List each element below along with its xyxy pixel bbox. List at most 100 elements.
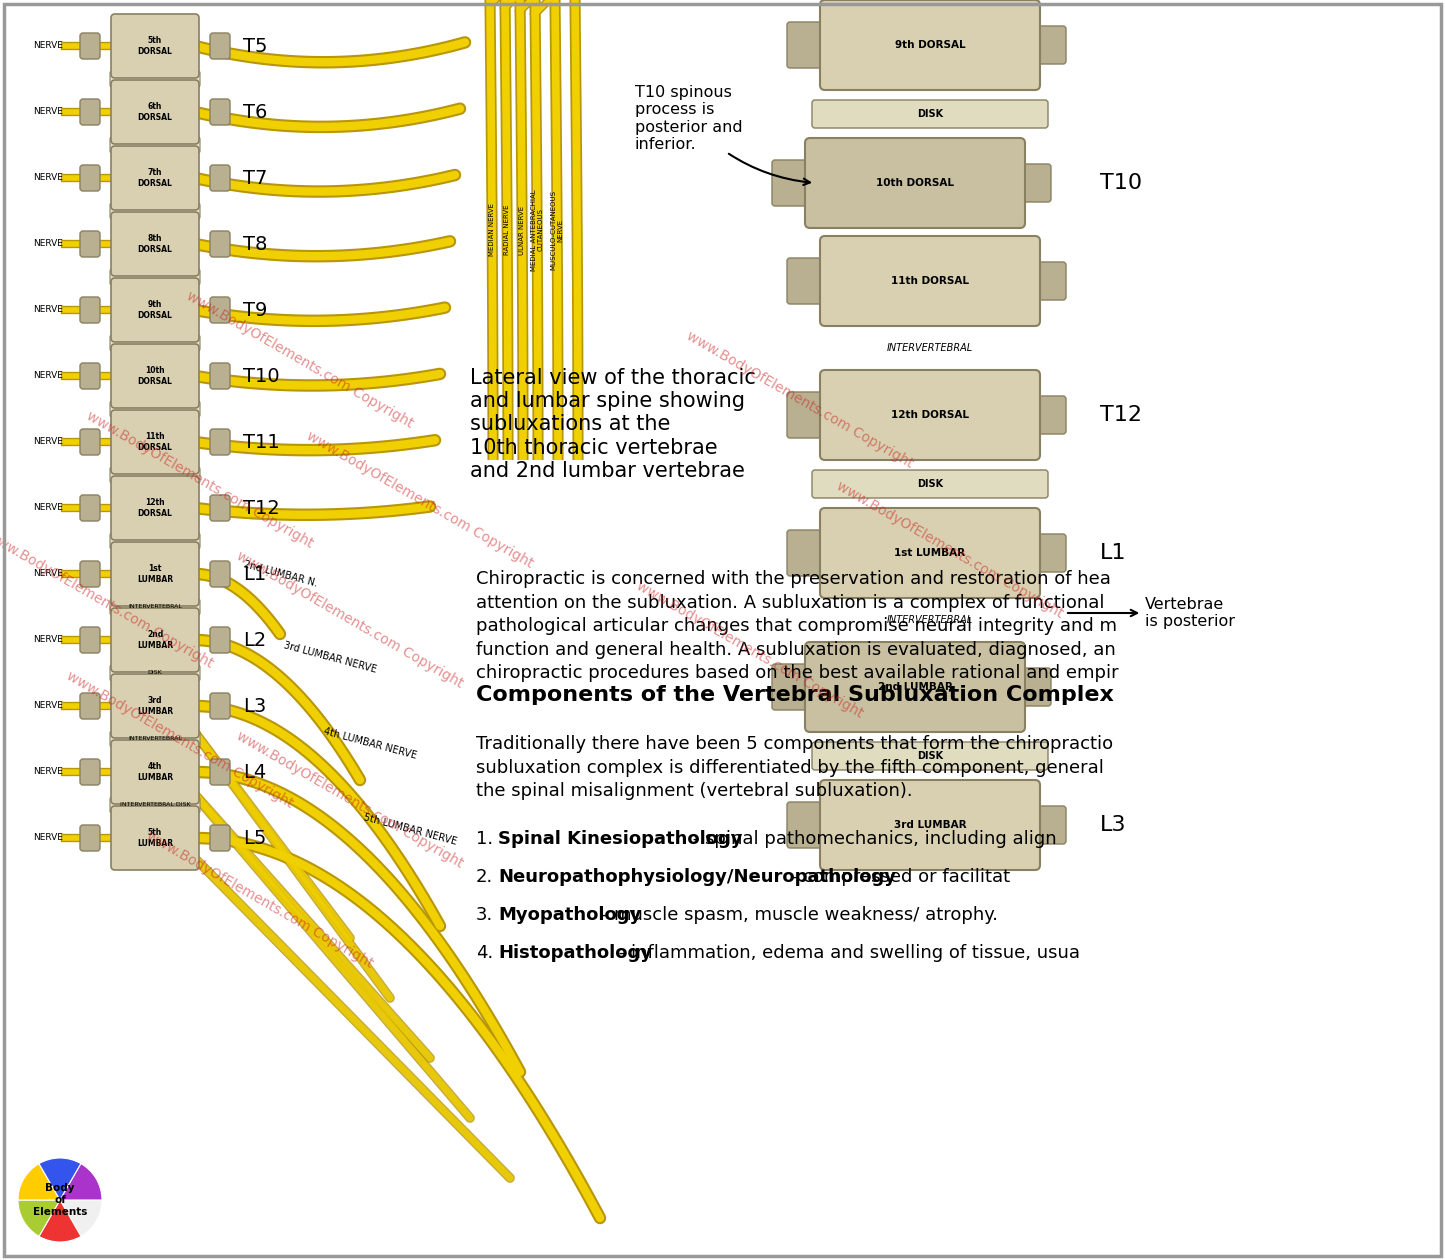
Text: NERVE: NERVE [33, 107, 64, 116]
FancyBboxPatch shape [1035, 534, 1066, 572]
Text: NERVE: NERVE [33, 305, 64, 315]
Text: www.BodyOfElements.com Copyright: www.BodyOfElements.com Copyright [64, 669, 296, 811]
Text: NERVE: NERVE [33, 767, 64, 776]
Text: NERVE: NERVE [33, 42, 64, 50]
Text: 10th DORSAL: 10th DORSAL [876, 178, 954, 188]
FancyBboxPatch shape [79, 693, 100, 719]
FancyBboxPatch shape [111, 14, 199, 78]
FancyBboxPatch shape [79, 759, 100, 785]
FancyBboxPatch shape [805, 139, 1025, 228]
FancyBboxPatch shape [111, 542, 199, 606]
Text: INTERVERTEBRAL: INTERVERTEBRAL [129, 605, 182, 610]
Text: Vertebrae
is posterior: Vertebrae is posterior [1068, 597, 1235, 629]
FancyBboxPatch shape [819, 236, 1040, 326]
Text: T9: T9 [243, 300, 267, 320]
Text: www.BodyOfElements.com Copyright: www.BodyOfElements.com Copyright [184, 289, 416, 431]
FancyBboxPatch shape [788, 530, 824, 576]
FancyBboxPatch shape [788, 803, 824, 848]
Text: L5: L5 [243, 829, 266, 848]
Text: T10 spinous
process is
posterior and
inferior.: T10 spinous process is posterior and inf… [634, 84, 809, 185]
FancyBboxPatch shape [79, 428, 100, 455]
Text: DISK: DISK [918, 110, 944, 118]
FancyBboxPatch shape [110, 268, 199, 285]
FancyBboxPatch shape [79, 33, 100, 59]
Text: www.BodyOfElements.com Copyright: www.BodyOfElements.com Copyright [634, 580, 866, 721]
Text: NERVE: NERVE [33, 504, 64, 513]
Text: Chiropractic is concerned with the preservation and restoration of hea
attention: Chiropractic is concerned with the prese… [475, 570, 1118, 683]
FancyBboxPatch shape [812, 100, 1048, 129]
Text: 5th
LUMBAR: 5th LUMBAR [137, 828, 173, 848]
FancyBboxPatch shape [110, 731, 199, 747]
Text: L1: L1 [243, 564, 266, 583]
Text: 3rd LUMBAR: 3rd LUMBAR [893, 820, 967, 830]
FancyBboxPatch shape [79, 100, 100, 125]
FancyBboxPatch shape [79, 231, 100, 257]
Wedge shape [39, 1158, 81, 1200]
Text: T8: T8 [243, 234, 267, 253]
Text: 5th
DORSAL: 5th DORSAL [137, 37, 172, 55]
Text: 1.: 1. [475, 830, 493, 848]
FancyBboxPatch shape [111, 410, 199, 474]
Text: 2nd
LUMBAR: 2nd LUMBAR [137, 630, 173, 650]
Text: www.BodyOfElements.com Copyright: www.BodyOfElements.com Copyright [683, 329, 916, 471]
Text: 6th
DORSAL: 6th DORSAL [137, 102, 172, 122]
FancyBboxPatch shape [79, 165, 100, 192]
Text: 7th
DORSAL: 7th DORSAL [137, 169, 172, 188]
FancyBboxPatch shape [111, 609, 199, 672]
Text: L2: L2 [243, 630, 266, 649]
Text: NERVE: NERVE [33, 834, 64, 843]
Text: www.BodyOfElements.com Copyright: www.BodyOfElements.com Copyright [834, 479, 1066, 621]
Text: www.BodyOfElements.com Copyright: www.BodyOfElements.com Copyright [0, 529, 215, 670]
FancyBboxPatch shape [111, 278, 199, 341]
Text: Body
of
Elements: Body of Elements [33, 1183, 87, 1217]
FancyBboxPatch shape [110, 598, 199, 615]
FancyBboxPatch shape [111, 476, 199, 541]
Text: 2nd LUMBAR N.: 2nd LUMBAR N. [243, 559, 318, 588]
Text: L4: L4 [243, 762, 266, 781]
Text: Myopathology: Myopathology [499, 906, 642, 924]
Text: www.BodyOfElements.com Copyright: www.BodyOfElements.com Copyright [234, 549, 465, 690]
FancyBboxPatch shape [110, 401, 199, 417]
Text: Lateral view of the thoracic
and lumbar spine showing
subluxations at the
10th t: Lateral view of the thoracic and lumbar … [470, 368, 756, 481]
FancyBboxPatch shape [210, 363, 230, 389]
FancyBboxPatch shape [210, 561, 230, 587]
Text: T7: T7 [243, 169, 267, 188]
FancyBboxPatch shape [111, 806, 199, 869]
Text: NERVE: NERVE [33, 570, 64, 578]
Text: T10: T10 [243, 367, 280, 386]
Text: DISK: DISK [918, 479, 944, 489]
FancyBboxPatch shape [79, 363, 100, 389]
FancyBboxPatch shape [111, 212, 199, 276]
Text: T6: T6 [243, 102, 267, 121]
Text: www.BodyOfElements.com Copyright: www.BodyOfElements.com Copyright [144, 829, 376, 971]
FancyBboxPatch shape [819, 780, 1040, 869]
FancyBboxPatch shape [772, 664, 808, 709]
FancyBboxPatch shape [110, 665, 199, 680]
Text: INTERVERTEBRAL DISK: INTERVERTEBRAL DISK [120, 803, 191, 808]
FancyBboxPatch shape [210, 33, 230, 59]
FancyBboxPatch shape [812, 470, 1048, 498]
Text: T12: T12 [243, 499, 280, 518]
FancyBboxPatch shape [210, 100, 230, 125]
Text: 4.: 4. [475, 944, 493, 961]
FancyBboxPatch shape [79, 495, 100, 520]
FancyBboxPatch shape [210, 165, 230, 192]
FancyBboxPatch shape [110, 335, 199, 352]
Text: 9th DORSAL: 9th DORSAL [894, 40, 965, 50]
FancyBboxPatch shape [79, 297, 100, 323]
Text: Neuropathophysiology/Neuropathology: Neuropathophysiology/Neuropathology [499, 868, 896, 886]
Text: - spinal pathomechanics, including align: - spinal pathomechanics, including align [686, 830, 1056, 848]
FancyBboxPatch shape [1035, 396, 1066, 433]
Text: INTERVERTEBRAL: INTERVERTEBRAL [887, 343, 972, 353]
Text: 1st
LUMBAR: 1st LUMBAR [137, 564, 173, 583]
Text: 5th LUMBAR NERVE: 5th LUMBAR NERVE [363, 813, 458, 847]
FancyBboxPatch shape [110, 798, 199, 813]
FancyBboxPatch shape [805, 643, 1025, 732]
Text: L1: L1 [1100, 543, 1127, 563]
Text: www.BodyOfElements.com Copyright: www.BodyOfElements.com Copyright [84, 410, 316, 551]
FancyBboxPatch shape [1035, 26, 1066, 64]
FancyBboxPatch shape [1020, 668, 1051, 706]
Text: ULNAR NERVE: ULNAR NERVE [519, 205, 525, 255]
Text: RADIAL NERVE: RADIAL NERVE [504, 204, 510, 256]
FancyBboxPatch shape [788, 392, 824, 438]
